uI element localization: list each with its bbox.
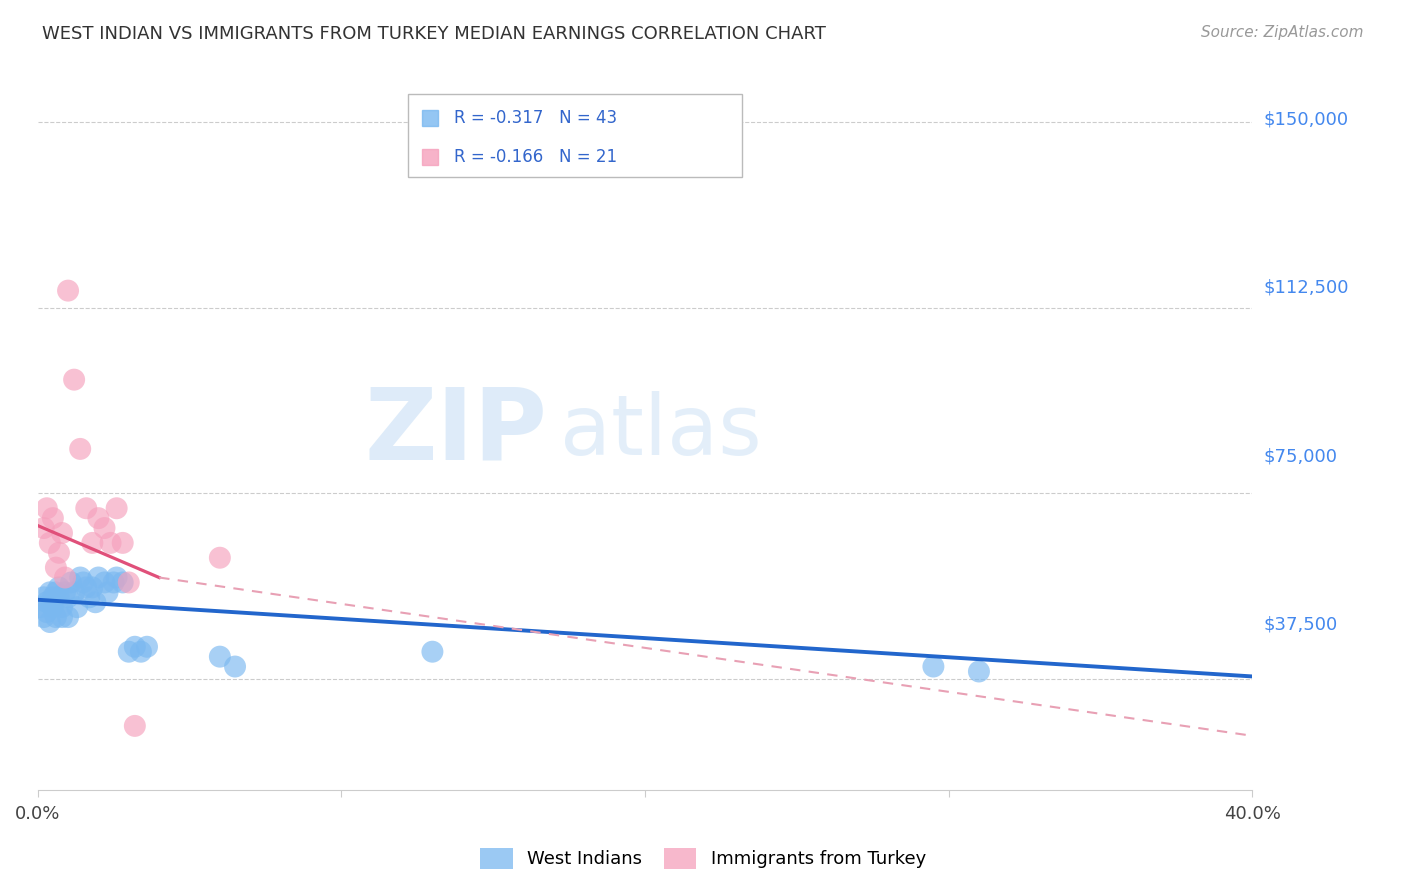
Point [42,511,65,525]
Point [208,649,231,664]
Point [967,665,990,679]
Point [32,591,55,605]
Point [63,585,86,599]
Point [32,610,55,624]
Point [42,595,65,609]
Point [48,591,70,605]
Point [69,570,91,584]
Point [45,610,67,624]
Point [51,526,73,541]
Point [66,600,89,615]
Point [136,640,159,654]
Point [51,600,73,615]
Point [48,546,70,560]
Point [63,373,86,387]
Point [84,595,107,609]
Point [42,600,65,615]
Point [118,575,141,590]
Text: WEST INDIAN VS IMMIGRANTS FROM TURKEY MEDIAN EARNINGS CORRELATION CHART: WEST INDIAN VS IMMIGRANTS FROM TURKEY ME… [42,25,827,43]
Point [118,645,141,659]
Point [38,585,60,599]
Point [105,501,128,516]
Point [124,719,146,733]
Point [56,284,79,298]
Point [35,605,58,619]
FancyBboxPatch shape [408,95,742,177]
Point [224,659,246,673]
Point [208,550,231,565]
Point [38,536,60,550]
Point [75,501,97,516]
Point [124,640,146,654]
Point [129,645,152,659]
Point [82,536,104,550]
Point [53,585,76,599]
Point [35,595,58,609]
Point [922,659,945,673]
Text: atlas: atlas [560,391,762,472]
Text: ZIP: ZIP [366,383,548,480]
Point [75,581,97,595]
Point [69,442,91,456]
Point [103,575,125,590]
Point [105,570,128,584]
Point [111,536,134,550]
Text: Source: ZipAtlas.com: Source: ZipAtlas.com [1201,25,1364,40]
Point [38,615,60,629]
Point [51,610,73,624]
Point [60,575,83,590]
Point [56,610,79,624]
Legend: West Indians, Immigrants from Turkey: West Indians, Immigrants from Turkey [472,840,934,876]
Point [100,536,122,550]
Point [87,511,110,525]
Point [79,591,101,605]
Point [422,645,444,659]
Point [45,585,67,599]
Text: R = -0.166   N = 21: R = -0.166 N = 21 [454,148,617,166]
Point [53,570,76,584]
Text: R = -0.317   N = 43: R = -0.317 N = 43 [454,109,617,128]
Point [42,591,65,605]
Point [35,501,58,516]
Point [82,581,104,595]
Point [30,600,52,615]
Point [111,575,134,590]
Point [32,521,55,535]
Point [87,570,110,584]
Point [48,581,70,595]
Point [93,575,115,590]
Point [96,585,118,599]
Point [72,575,94,590]
Point [45,560,67,574]
Point [93,521,115,535]
Point [56,591,79,605]
